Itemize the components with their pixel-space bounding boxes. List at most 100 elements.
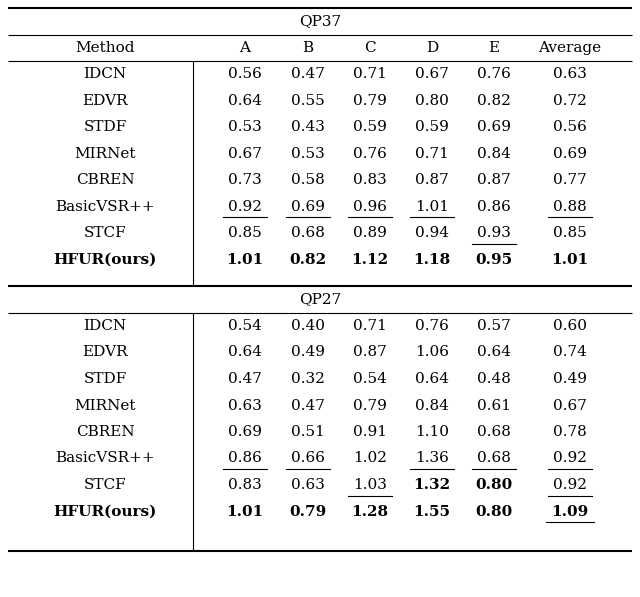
Text: D: D <box>426 41 438 55</box>
Text: 0.89: 0.89 <box>353 226 387 240</box>
Text: MIRNet: MIRNet <box>74 147 136 161</box>
Text: 0.76: 0.76 <box>415 319 449 333</box>
Text: 0.71: 0.71 <box>415 147 449 161</box>
Text: 0.68: 0.68 <box>477 451 511 466</box>
Text: 0.48: 0.48 <box>477 372 511 386</box>
Text: 0.92: 0.92 <box>228 200 262 214</box>
Text: 0.63: 0.63 <box>291 478 325 492</box>
Text: 1.18: 1.18 <box>413 253 451 267</box>
Text: 0.83: 0.83 <box>353 173 387 187</box>
Text: 0.64: 0.64 <box>228 346 262 359</box>
Text: 0.87: 0.87 <box>477 173 511 187</box>
Text: 0.91: 0.91 <box>353 425 387 439</box>
Text: EDVR: EDVR <box>82 94 128 107</box>
Text: 0.55: 0.55 <box>291 94 325 107</box>
Text: 0.49: 0.49 <box>553 372 587 386</box>
Text: 0.71: 0.71 <box>353 67 387 81</box>
Text: 0.93: 0.93 <box>477 226 511 240</box>
Text: 1.01: 1.01 <box>415 200 449 214</box>
Text: 0.51: 0.51 <box>291 425 325 439</box>
Text: 0.47: 0.47 <box>228 372 262 386</box>
Text: 0.86: 0.86 <box>477 200 511 214</box>
Text: 0.40: 0.40 <box>291 319 325 333</box>
Text: Method: Method <box>76 41 135 55</box>
Text: 0.96: 0.96 <box>353 200 387 214</box>
Text: HFUR(ours): HFUR(ours) <box>53 253 157 267</box>
Text: 0.60: 0.60 <box>553 319 587 333</box>
Text: IDCN: IDCN <box>83 67 127 81</box>
Text: 0.69: 0.69 <box>553 147 587 161</box>
Text: QP37: QP37 <box>299 14 341 28</box>
Text: 0.78: 0.78 <box>553 425 587 439</box>
Text: 1.01: 1.01 <box>552 253 589 267</box>
Text: 1.03: 1.03 <box>353 478 387 492</box>
Text: 0.79: 0.79 <box>353 94 387 107</box>
Text: 0.84: 0.84 <box>415 399 449 413</box>
Text: 1.36: 1.36 <box>415 451 449 466</box>
Text: CBREN: CBREN <box>76 173 134 187</box>
Text: 0.69: 0.69 <box>477 120 511 134</box>
Text: 0.82: 0.82 <box>289 253 326 267</box>
Text: 0.95: 0.95 <box>476 253 513 267</box>
Text: EDVR: EDVR <box>82 346 128 359</box>
Text: STDF: STDF <box>83 372 127 386</box>
Text: 1.06: 1.06 <box>415 346 449 359</box>
Text: E: E <box>488 41 500 55</box>
Text: 0.61: 0.61 <box>477 399 511 413</box>
Text: 0.57: 0.57 <box>477 319 511 333</box>
Text: 0.85: 0.85 <box>553 226 587 240</box>
Text: 0.53: 0.53 <box>228 120 262 134</box>
Text: 0.67: 0.67 <box>415 67 449 81</box>
Text: 0.56: 0.56 <box>553 120 587 134</box>
Text: C: C <box>364 41 376 55</box>
Text: QP27: QP27 <box>299 293 341 306</box>
Text: 0.86: 0.86 <box>228 451 262 466</box>
Text: 1.28: 1.28 <box>351 504 388 519</box>
Text: 0.63: 0.63 <box>553 67 587 81</box>
Text: 1.32: 1.32 <box>413 478 451 492</box>
Text: 0.92: 0.92 <box>553 451 587 466</box>
Text: 0.59: 0.59 <box>415 120 449 134</box>
Text: 0.76: 0.76 <box>353 147 387 161</box>
Text: 0.80: 0.80 <box>415 94 449 107</box>
Text: 0.69: 0.69 <box>228 425 262 439</box>
Text: 0.92: 0.92 <box>553 478 587 492</box>
Text: 0.69: 0.69 <box>291 200 325 214</box>
Text: CBREN: CBREN <box>76 425 134 439</box>
Text: 0.88: 0.88 <box>553 200 587 214</box>
Text: MIRNet: MIRNet <box>74 399 136 413</box>
Text: 0.83: 0.83 <box>228 478 262 492</box>
Text: 0.94: 0.94 <box>415 226 449 240</box>
Text: 1.01: 1.01 <box>227 253 264 267</box>
Text: 0.32: 0.32 <box>291 372 325 386</box>
Text: 0.49: 0.49 <box>291 346 325 359</box>
Text: 0.43: 0.43 <box>291 120 325 134</box>
Text: 0.47: 0.47 <box>291 67 325 81</box>
Text: 0.80: 0.80 <box>476 504 513 519</box>
Text: 0.58: 0.58 <box>291 173 325 187</box>
Text: 1.09: 1.09 <box>552 504 589 519</box>
Text: 1.10: 1.10 <box>415 425 449 439</box>
Text: 1.55: 1.55 <box>413 504 451 519</box>
Text: 0.77: 0.77 <box>553 173 587 187</box>
Text: 0.68: 0.68 <box>291 226 325 240</box>
Text: 0.53: 0.53 <box>291 147 325 161</box>
Text: 0.76: 0.76 <box>477 67 511 81</box>
Text: 1.12: 1.12 <box>351 253 388 267</box>
Text: B: B <box>303 41 314 55</box>
Text: BasicVSR++: BasicVSR++ <box>55 451 155 466</box>
Text: 1.01: 1.01 <box>227 504 264 519</box>
Text: 0.54: 0.54 <box>353 372 387 386</box>
Text: 0.82: 0.82 <box>477 94 511 107</box>
Text: 0.87: 0.87 <box>415 173 449 187</box>
Text: 0.84: 0.84 <box>477 147 511 161</box>
Text: HFUR(ours): HFUR(ours) <box>53 504 157 519</box>
Text: A: A <box>239 41 250 55</box>
Text: IDCN: IDCN <box>83 319 127 333</box>
Text: 0.66: 0.66 <box>291 451 325 466</box>
Text: STCF: STCF <box>84 226 126 240</box>
Text: 0.85: 0.85 <box>228 226 262 240</box>
Text: 0.64: 0.64 <box>228 94 262 107</box>
Text: 0.79: 0.79 <box>289 504 326 519</box>
Text: 0.74: 0.74 <box>553 346 587 359</box>
